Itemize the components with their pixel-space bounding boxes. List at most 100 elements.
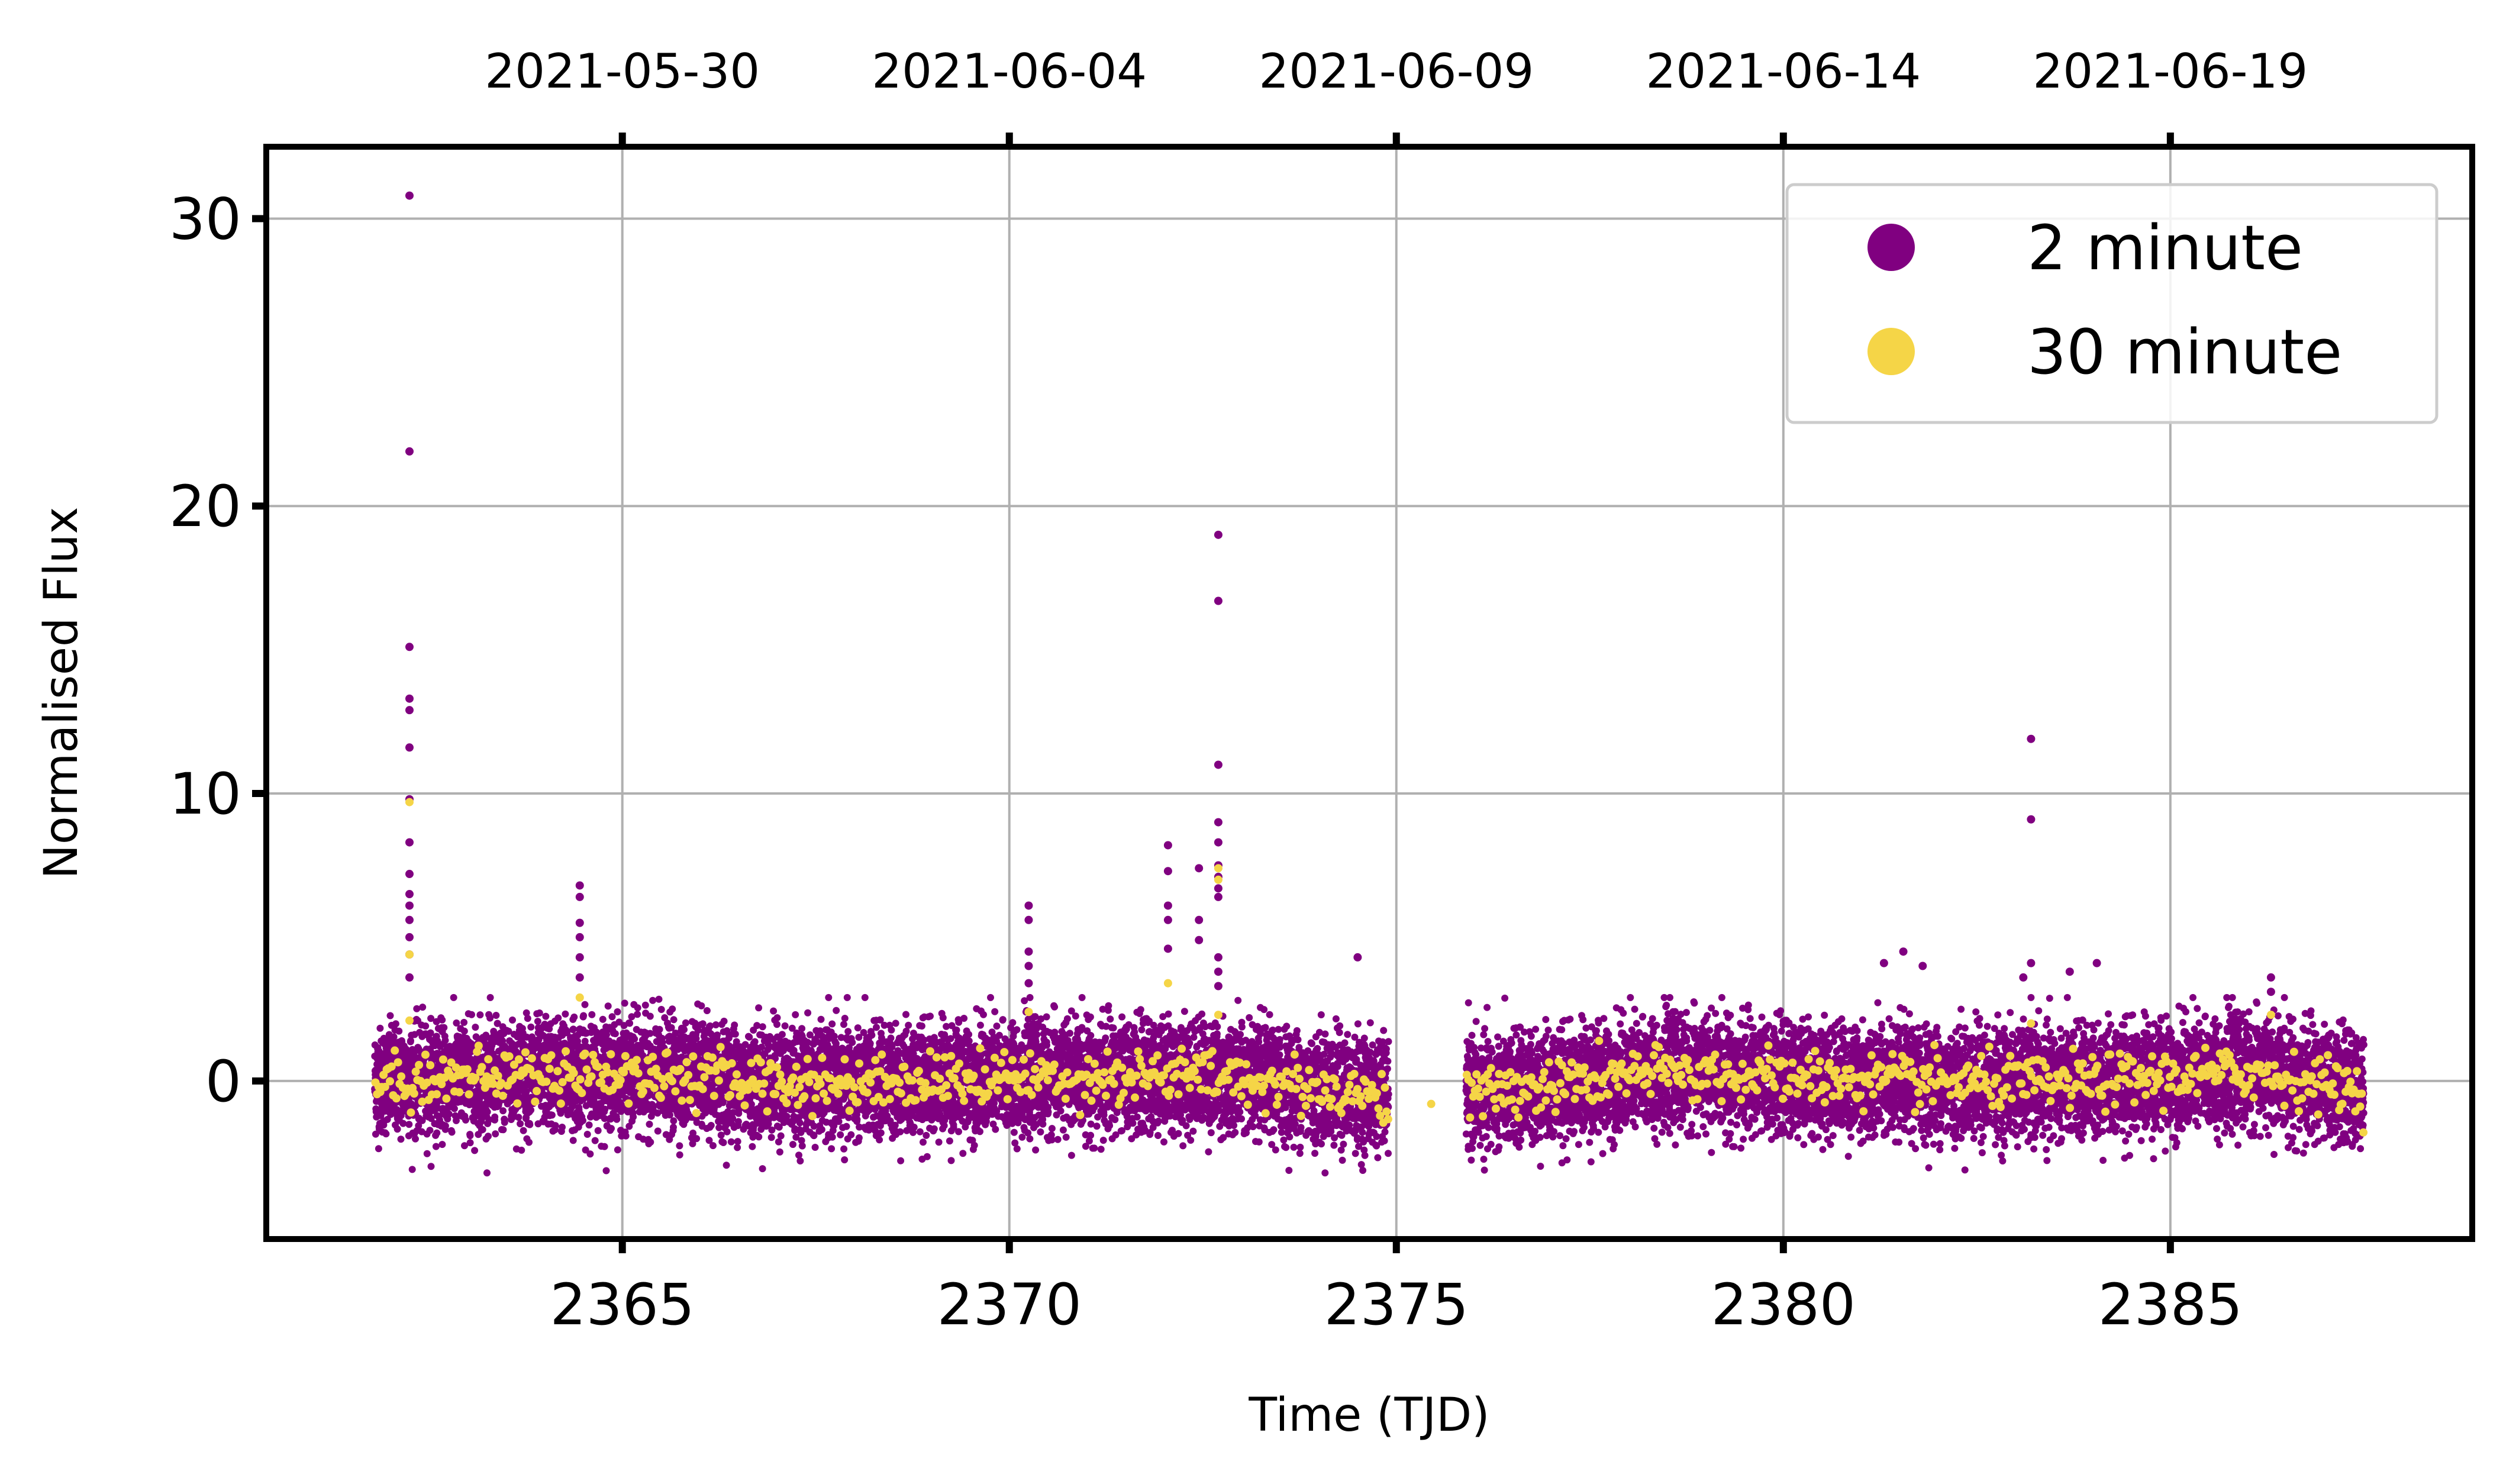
point-30-minute bbox=[418, 1097, 427, 1106]
point-30-minute bbox=[2343, 1066, 2352, 1075]
legend-label-2-minute: 2 minute bbox=[2027, 212, 2303, 284]
flare-point-30-minute bbox=[1214, 864, 1223, 873]
point-30-minute bbox=[1185, 1083, 1194, 1092]
point-30-minute bbox=[2248, 1074, 2257, 1083]
point-30-minute bbox=[1561, 1090, 1570, 1099]
point-30-minute bbox=[1253, 1082, 1262, 1091]
point-30-minute bbox=[1027, 1091, 1036, 1099]
point-30-minute bbox=[442, 1094, 451, 1103]
point-30-minute bbox=[1301, 1101, 1310, 1110]
point-30-minute bbox=[478, 1063, 486, 1072]
point-30-minute bbox=[871, 1056, 880, 1064]
point-30-minute bbox=[1780, 1059, 1789, 1068]
point-30-minute bbox=[1203, 1086, 1212, 1095]
point-30-minute bbox=[1685, 1066, 1694, 1075]
point-30-minute bbox=[2130, 1098, 2139, 1107]
point-30-minute bbox=[1343, 1088, 1352, 1096]
point-30-minute bbox=[1837, 1085, 1846, 1093]
point-30-minute bbox=[421, 1050, 430, 1059]
point-30-minute bbox=[1756, 1059, 1765, 1067]
flare-point-2-minute bbox=[1214, 892, 1223, 901]
point-30-minute bbox=[840, 1055, 849, 1064]
flare-point-30-minute bbox=[405, 798, 414, 806]
point-30-minute bbox=[555, 1086, 564, 1095]
point-30-minute bbox=[682, 1058, 691, 1067]
point-30-minute bbox=[1788, 1058, 1797, 1067]
point-30-minute bbox=[942, 1081, 951, 1090]
flare-point-2-minute bbox=[1214, 967, 1223, 976]
y-tick-label: 10 bbox=[169, 761, 241, 827]
point-30-minute bbox=[1527, 1073, 1536, 1082]
point-30-minute bbox=[1825, 1059, 1834, 1067]
point-30-minute bbox=[658, 1075, 667, 1083]
point-30-minute bbox=[2078, 1059, 2087, 1068]
flare-point-2-minute bbox=[1899, 947, 1908, 956]
point-30-minute bbox=[808, 1112, 817, 1121]
point-30-minute bbox=[2333, 1064, 2342, 1073]
point-30-minute bbox=[911, 1096, 920, 1105]
point-30-minute bbox=[2356, 1102, 2365, 1111]
point-30-minute bbox=[634, 1069, 643, 1077]
point-30-minute bbox=[1332, 1082, 1341, 1091]
point-30-minute bbox=[1156, 1078, 1165, 1087]
point-30-minute bbox=[498, 1091, 507, 1100]
flare-point-30-minute bbox=[405, 1016, 414, 1025]
point-30-minute bbox=[940, 1053, 949, 1062]
point-30-minute bbox=[689, 1052, 698, 1061]
point-30-minute bbox=[1611, 1075, 1620, 1083]
flare-point-2-minute bbox=[575, 953, 584, 962]
point-30-minute bbox=[471, 1073, 480, 1082]
point-30-minute bbox=[908, 1076, 917, 1085]
point-30-minute bbox=[2278, 1080, 2287, 1089]
point-30-minute bbox=[2146, 1066, 2155, 1075]
point-30-minute bbox=[1361, 1077, 1370, 1086]
point-30-minute bbox=[756, 1058, 765, 1067]
point-30-minute bbox=[1811, 1047, 1820, 1056]
point-30-minute bbox=[526, 1065, 535, 1074]
point-30-minute bbox=[1649, 1051, 1658, 1060]
point-30-minute bbox=[2156, 1076, 2165, 1085]
point-30-minute bbox=[1806, 1082, 1815, 1091]
point-30-minute bbox=[1483, 1070, 1492, 1079]
point-30-minute bbox=[2007, 1094, 2016, 1103]
point-30-minute bbox=[2244, 1081, 2253, 1090]
point-30-minute bbox=[1149, 1057, 1157, 1066]
point-30-minute bbox=[1638, 1070, 1647, 1079]
flare-point-2-minute bbox=[2027, 959, 2036, 967]
point-30-minute bbox=[2125, 1079, 2134, 1088]
flare-point-2-minute bbox=[1163, 915, 1172, 924]
point-30-minute bbox=[1503, 1081, 1511, 1090]
point-30-minute bbox=[1506, 1068, 1515, 1077]
point-30-minute bbox=[2112, 1083, 2121, 1092]
y-axis-title: Normalised Flux bbox=[35, 507, 88, 879]
point-30-minute bbox=[976, 1044, 985, 1053]
point-30-minute bbox=[1296, 1111, 1305, 1120]
point-30-minute bbox=[789, 1073, 798, 1082]
point-30-minute bbox=[1356, 1092, 1365, 1101]
point-30-minute bbox=[1662, 1069, 1671, 1078]
point-30-minute bbox=[1294, 1063, 1302, 1072]
point-30-minute bbox=[925, 1047, 934, 1056]
point-30-minute bbox=[1274, 1092, 1283, 1101]
point-30-minute bbox=[950, 1074, 959, 1083]
series-2-minute-points bbox=[371, 993, 1392, 1177]
point-30-minute bbox=[947, 1051, 956, 1060]
point-30-minute bbox=[667, 1077, 676, 1086]
flare-point-2-minute bbox=[575, 881, 584, 890]
point-30-minute bbox=[921, 1079, 930, 1088]
point-30-minute bbox=[2098, 1091, 2107, 1100]
point-30-minute bbox=[2002, 1083, 2011, 1092]
point-30-minute bbox=[816, 1079, 825, 1088]
point-30-minute bbox=[958, 1089, 967, 1098]
point-30-minute bbox=[2298, 1094, 2307, 1103]
point-30-minute bbox=[649, 1053, 657, 1062]
flare-point-2-minute bbox=[1214, 838, 1223, 847]
point-30-minute bbox=[866, 1078, 875, 1087]
point-30-minute bbox=[1358, 1101, 1367, 1110]
point-30-minute bbox=[1312, 1077, 1321, 1086]
point-30-minute bbox=[2101, 1107, 2110, 1116]
point-30-minute bbox=[2269, 1082, 2278, 1091]
point-30-minute bbox=[678, 1096, 686, 1105]
point-30-minute bbox=[1365, 1095, 1373, 1104]
point-30-minute bbox=[2346, 1077, 2355, 1086]
